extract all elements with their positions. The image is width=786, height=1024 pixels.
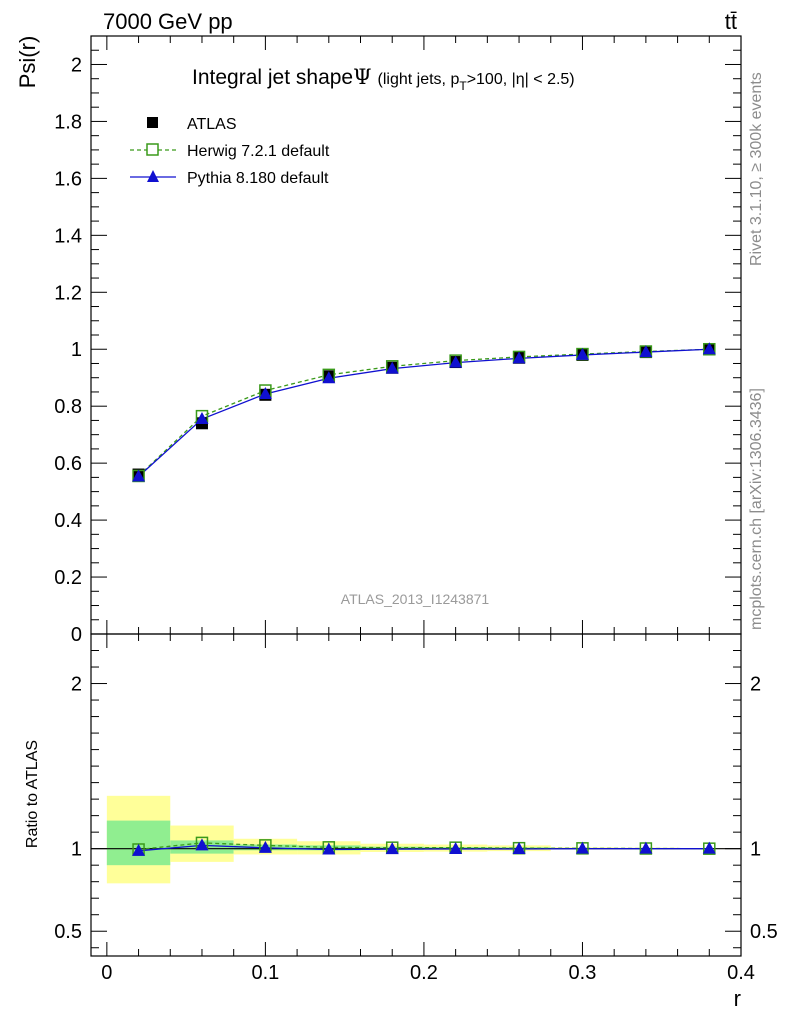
pythia-point: [449, 355, 463, 368]
ratio-y-tick-label-right: 2: [750, 674, 761, 696]
ratio-y-axis-label: Ratio to ATLAS: [24, 740, 41, 848]
chart-title: Integral jet shapeΨ (light jets, pT>100, …: [192, 65, 575, 93]
legend-herwig-label: Herwig 7.2.1 default: [187, 143, 330, 160]
legend-herwig-marker: [146, 143, 159, 156]
band-inner-0: [106, 820, 171, 866]
ratio-pythia-point: [385, 842, 399, 855]
y-tick-label: 1: [71, 339, 82, 361]
pythia-point: [385, 361, 399, 374]
pythia-point: [322, 371, 336, 384]
mcplots-label: mcplots.cern.ch [arXiv:1306.3436]: [748, 388, 765, 630]
y-tick-label: 0: [71, 624, 82, 646]
legend: ATLAS Herwig 7.2.1 default Pythia 8.180 …: [130, 116, 330, 187]
pythia-point: [639, 345, 653, 358]
rivet-label: Rivet 3.1.10, ≥ 300k events: [748, 72, 765, 266]
ratio-pythia-point: [575, 841, 589, 854]
ratio-pythia-point: [512, 841, 526, 854]
energy-label: 7000 GeV pp: [103, 9, 233, 34]
legend-atlas-marker: [147, 117, 158, 128]
ratio-y-tick-label-right: 0.5: [750, 921, 778, 943]
herwig-line: [138, 348, 710, 477]
ratio-y-tick-label-left: 2: [71, 674, 82, 696]
ratio-pythia-point: [449, 841, 463, 854]
y-tick-label: 0.6: [54, 453, 82, 475]
ratio-pythia-point: [639, 841, 653, 854]
pythia-point: [132, 469, 146, 482]
ratio-plot-frame: [90, 633, 742, 957]
x-axis-label: r: [734, 986, 741, 1011]
x-tick-label: 0.3: [569, 962, 597, 984]
y-tick-label: 1.8: [54, 111, 82, 133]
ratio-pythia-point: [702, 841, 716, 854]
x-tick-label: 0.4: [727, 962, 755, 984]
x-tick-label: 0.2: [410, 962, 438, 984]
y-tick-label: 0.2: [54, 567, 82, 589]
ratio-y-tick-label-left: 0.5: [54, 921, 82, 943]
axis-ticks: [91, 35, 742, 956]
y-tick-label: 1.6: [54, 168, 82, 190]
ratio-pythia-point: [195, 838, 209, 851]
legend-atlas-label: ATLAS: [187, 116, 237, 133]
process-label: tt̄: [725, 9, 737, 34]
pythia-point: [258, 386, 272, 399]
pythia-point: [512, 351, 526, 364]
y-tick-label: 0.8: [54, 396, 82, 418]
ratio-pythia-point: [258, 840, 272, 853]
ratio-pythia-point: [132, 843, 146, 856]
legend-pythia-marker: [147, 170, 159, 182]
pythia-point: [575, 347, 589, 360]
ratio-pythia-point: [322, 842, 336, 855]
ratio-pythia-line: [138, 844, 710, 852]
x-tick-label: 0: [101, 962, 112, 984]
ratio-y-tick-label-left: 1: [71, 839, 82, 861]
y-axis-label: Psi(r): [15, 36, 40, 89]
pythia-point: [195, 412, 209, 425]
pythia-line: [138, 348, 710, 478]
series-markers: [132, 342, 716, 856]
y-tick-label: 0.4: [54, 510, 82, 532]
tick-labels: 0 0.1 0.2 0.3 0.4 0 0.2 0.4 0.6 0.8 1 1.2 1.4 1.6 1.8 2…: [54, 54, 778, 984]
x-tick-label: 0.1: [251, 962, 279, 984]
pythia-point: [702, 342, 716, 355]
y-tick-label: 2: [71, 54, 82, 76]
analysis-watermark: ATLAS_2013_I1243871: [341, 591, 490, 607]
ratio-y-tick-label-right: 1: [750, 839, 761, 861]
y-tick-label: 1.4: [54, 225, 82, 247]
legend-pythia-label: Pythia 8.180 default: [187, 170, 329, 187]
y-tick-label: 1.2: [54, 282, 82, 304]
